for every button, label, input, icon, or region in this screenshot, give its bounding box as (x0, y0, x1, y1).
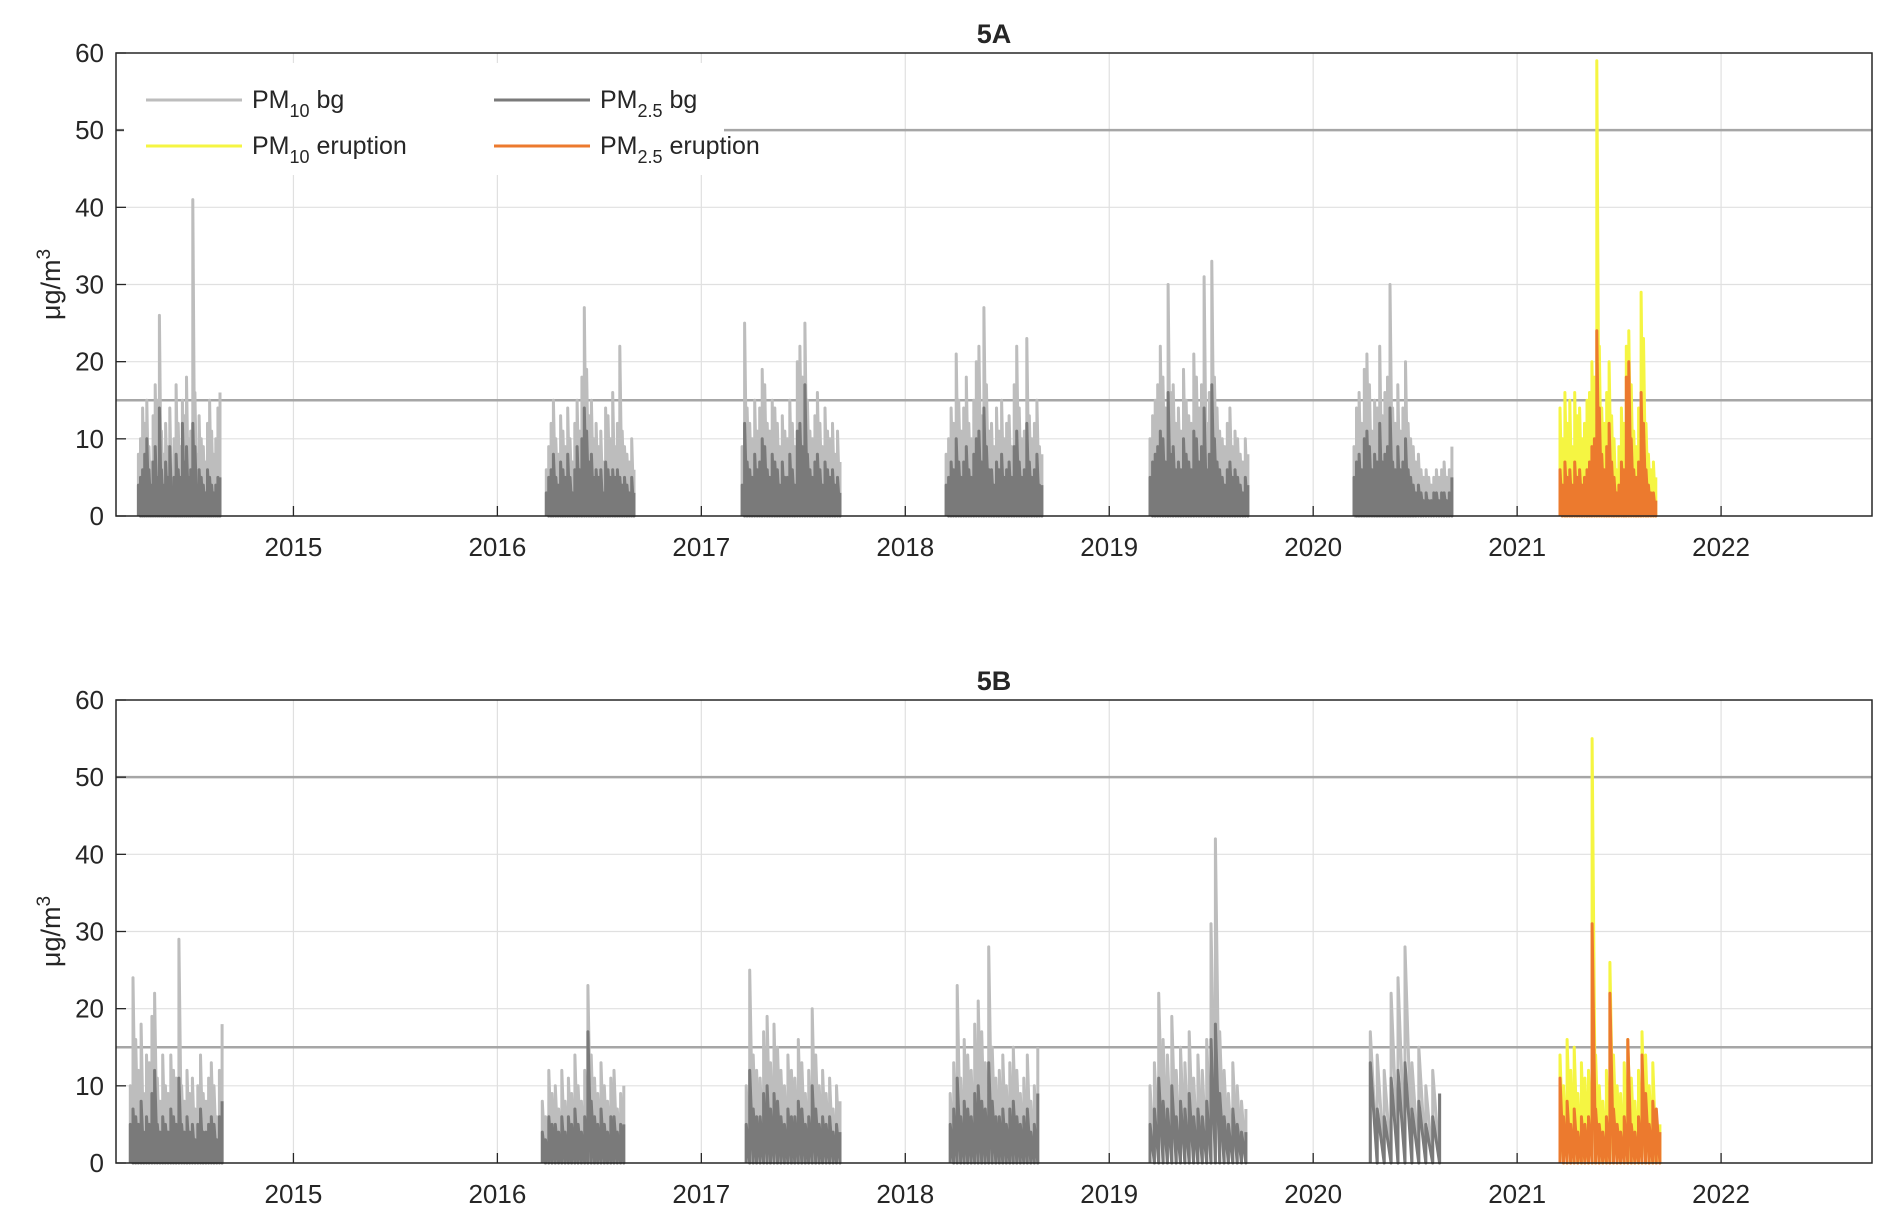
legend-box (124, 63, 724, 175)
x-tick-label: 2019 (1080, 532, 1138, 562)
x-tick-label: 2016 (468, 532, 526, 562)
chart-title: 5A (977, 19, 1012, 49)
y-axis-label: μg/m3 (34, 249, 66, 320)
series-line-pm25_bg (740, 383, 842, 518)
x-tick-label: 2018 (876, 1179, 934, 1209)
x-tick-label: 2015 (265, 532, 323, 562)
legend: PM10 bg PM2.5 bg PM10 eruption PM2.5 erupti… (124, 63, 760, 175)
y-tick-label: 40 (75, 839, 104, 869)
series-line-pm25_bg (1148, 383, 1250, 518)
series-line-pm25_bg (544, 406, 636, 518)
series-line-pm25_bg (128, 1068, 224, 1165)
x-tick-label: 2020 (1284, 532, 1342, 562)
x-tick-label: 2021 (1488, 1179, 1546, 1209)
series-line-pm10_bg (1368, 945, 1442, 1165)
chart-panel-5a: 0 10 20 30 40 50 60 2015 2016 2017 2018 2019 2020 202… (34, 19, 1873, 562)
x-tick-label: 2022 (1692, 1179, 1750, 1209)
y-tick-label: 30 (75, 917, 104, 947)
series-line-pm25_bg (540, 1030, 626, 1165)
x-tick-label: 2017 (672, 532, 730, 562)
y-tick-label: 0 (90, 501, 104, 531)
series-line-pm25_bg (1352, 406, 1454, 518)
x-tick-label: 2022 (1692, 532, 1750, 562)
y-tick-label: 60 (75, 685, 104, 715)
y-tick-label: 10 (75, 424, 104, 454)
series-line-pm25_eruption (1558, 922, 1662, 1165)
series-line-pm25_bg (1148, 1022, 1248, 1165)
chart-panel-5b: 0 10 20 30 40 50 60 2015 2016 2017 2018 2019 2020 202… (34, 666, 1873, 1209)
series-line-pm25_eruption (1558, 329, 1658, 518)
legend-label-pm10_bg: PM10 bg (252, 86, 344, 121)
x-tick-label: 2015 (265, 1179, 323, 1209)
y-tick-label: 50 (75, 115, 104, 145)
legend-label-pm25_bg: PM2.5 bg (600, 86, 697, 121)
y-tick-label: 20 (75, 347, 104, 377)
y-tick-label: 20 (75, 994, 104, 1024)
y-axis-label: μg/m3 (34, 896, 66, 967)
x-tick-label: 2017 (672, 1179, 730, 1209)
x-tick-label: 2020 (1284, 1179, 1342, 1209)
y-tick-label: 0 (90, 1148, 104, 1178)
series-line-pm25_bg (744, 1068, 842, 1165)
y-tick-label: 50 (75, 762, 104, 792)
y-tick-label: 10 (75, 1071, 104, 1101)
x-tick-label: 2016 (468, 1179, 526, 1209)
y-tick-label: 60 (75, 38, 104, 68)
chart-title: 5B (977, 666, 1012, 696)
legend-label-pm25_eruption: PM2.5 eruption (600, 132, 760, 167)
series-line-pm25_bg (1368, 1061, 1442, 1165)
y-tick-label: 40 (75, 192, 104, 222)
series-line-pm25_bg (944, 406, 1044, 518)
legend-label-pm10_eruption: PM10 eruption (252, 132, 407, 167)
x-tick-label: 2021 (1488, 532, 1546, 562)
x-tick-label: 2018 (876, 532, 934, 562)
series-line-pm25_bg (948, 1061, 1040, 1165)
y-tick-label: 30 (75, 270, 104, 300)
x-tick-label: 2019 (1080, 1179, 1138, 1209)
series-line-pm25_bg (136, 406, 222, 518)
